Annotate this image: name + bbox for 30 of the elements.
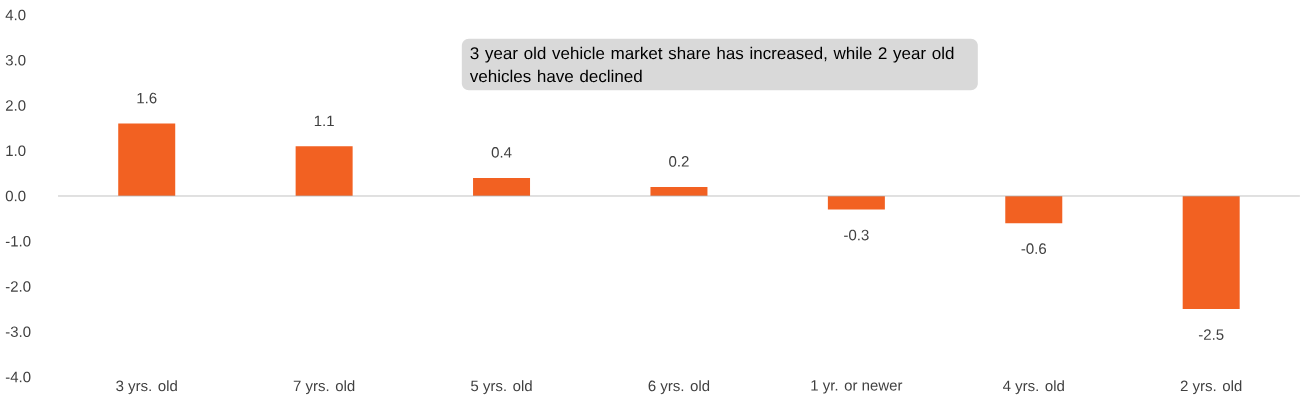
x-tick-label: 4 yrs. old (1003, 380, 1064, 395)
data-label: -2.5 (1198, 329, 1224, 340)
x-tick-label: 2 yrs. old (1180, 380, 1242, 395)
data-label: 0.4 (491, 147, 512, 158)
y-tick-label: 3.0 (5, 54, 26, 66)
data-label: -0.6 (1021, 243, 1047, 254)
data-label: 1.6 (137, 92, 157, 104)
x-tick-label: 1 yr. or newer (811, 380, 903, 394)
x-tick-label: 6 yrs. old (648, 380, 710, 395)
y-tick-label: 1.0 (6, 145, 26, 157)
y-tick-label: -1.0 (5, 235, 31, 247)
bar (295, 146, 353, 196)
bar (1182, 195, 1240, 310)
y-tick-label: 4.0 (5, 9, 26, 21)
y-tick-label: -4.0 (5, 371, 31, 383)
bar (1005, 195, 1063, 224)
y-tick-label: 2.0 (5, 100, 26, 111)
data-label: -0.3 (844, 229, 869, 241)
y-tick-label: -3.0 (5, 326, 31, 338)
x-tick-label: 5 yrs. old (471, 380, 532, 395)
data-label: 0.2 (669, 156, 689, 167)
y-tick-label: 0.0 (5, 190, 26, 202)
annotation: 3 year old vehicle market share has increased, while 2 year old vehicles have declined (469, 46, 954, 83)
bar (118, 123, 176, 196)
x-tick-label: 7 yrs. old (293, 380, 355, 395)
y-tick-label: -2.0 (5, 281, 31, 292)
bar (827, 195, 885, 210)
data-label: 1.1 (314, 115, 334, 127)
bar (473, 177, 531, 196)
x-tick-label: 3 yrs. old (116, 380, 177, 395)
